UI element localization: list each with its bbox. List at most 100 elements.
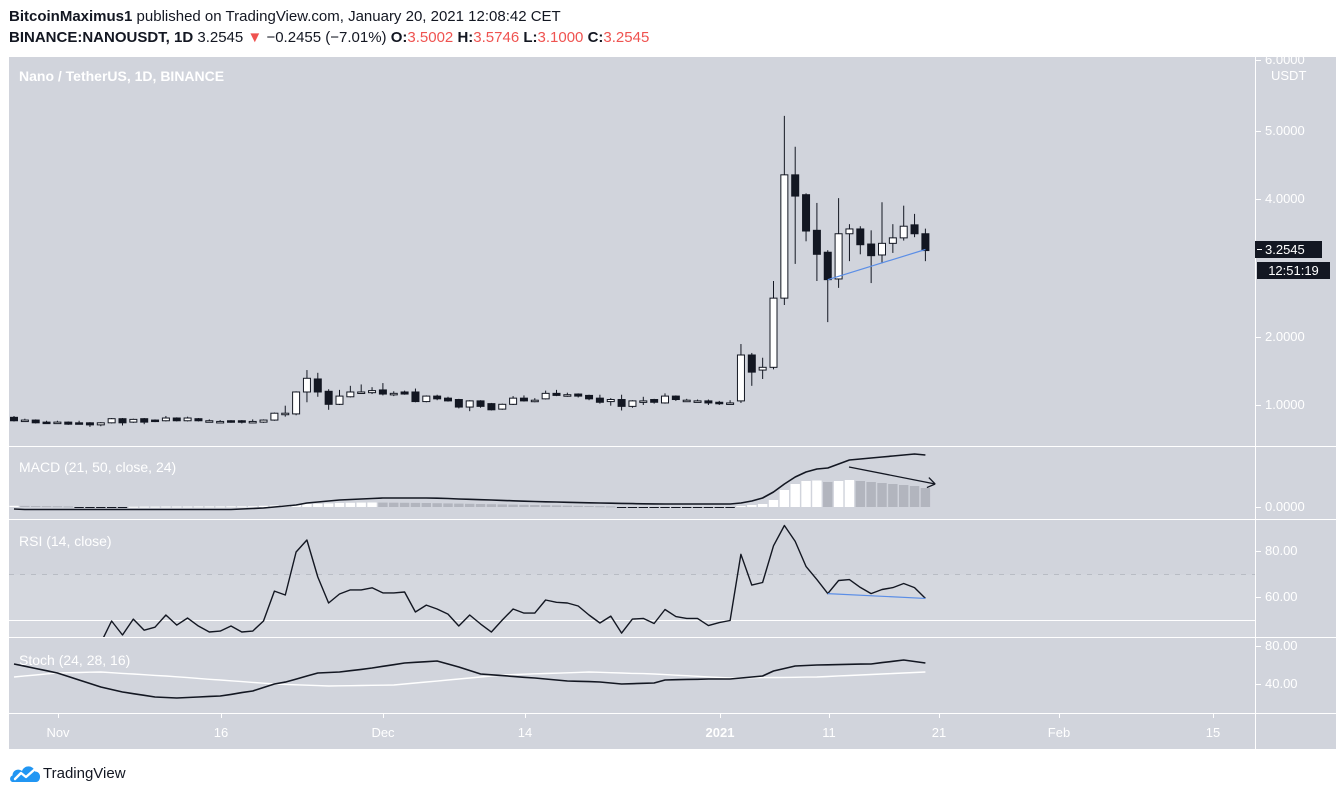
symbol-label: BINANCE:NANOUSDT, 1D: [9, 29, 194, 46]
chart-plot-area[interactable]: [9, 57, 1255, 713]
macd-histogram-bar: [692, 507, 703, 508]
macd-histogram-bar: [248, 506, 258, 508]
candle-body: [281, 412, 290, 416]
candle-body: [704, 400, 713, 404]
macd-histogram-bar: [638, 507, 648, 508]
candle-down: [411, 388, 420, 403]
rsi-pane: [9, 524, 1255, 637]
candle-up: [661, 393, 669, 404]
rsi-axis-label: 80.00: [1265, 543, 1298, 558]
candle-body: [888, 237, 897, 244]
symbol-info-bar: BINANCE:NANOUSDT, 1D 3.2545 ▼ −0.2455 (−…: [9, 29, 649, 47]
macd-histogram-bar: [237, 506, 247, 508]
candle-body: [335, 395, 344, 405]
macd-histogram-bar: [465, 503, 475, 507]
candle-body: [433, 395, 442, 400]
macd-histogram-bar: [475, 504, 486, 507]
candle-body: [758, 366, 767, 371]
macd-histogram-bar: [96, 507, 106, 508]
macd-histogram-bar: [909, 486, 920, 507]
candle-body: [899, 225, 908, 239]
trendline-annotation[interactable]: [827, 592, 926, 600]
pane-separator-rsi[interactable]: [9, 519, 1336, 520]
tradingview-wordmark: TradingView: [43, 764, 126, 782]
macd-histogram-bar: [725, 507, 735, 508]
candle-down: [10, 415, 18, 422]
rsi-line: [102, 524, 926, 637]
candle-body: [313, 378, 322, 393]
macd-histogram-bar: [540, 505, 551, 507]
candle-body: [769, 297, 778, 368]
candle-body: [487, 403, 496, 411]
macd-histogram-bar: [595, 506, 605, 508]
ohlc-open-label: O:: [390, 29, 408, 46]
tradingview-branding[interactable]: TradingView: [9, 763, 126, 783]
macd-histogram-bar: [660, 507, 670, 508]
candle-body: [10, 416, 18, 422]
candle-down: [867, 230, 876, 284]
candle-down: [42, 420, 51, 425]
pane-separator-macd[interactable]: [9, 446, 1336, 447]
candle-up: [302, 370, 311, 403]
candle-body: [227, 420, 235, 423]
macd-histogram-bar: [682, 507, 692, 508]
pane-separator-stoch[interactable]: [9, 637, 1336, 638]
price-tick: [1256, 60, 1261, 61]
macd-histogram-bar: [161, 506, 171, 508]
candle-body: [791, 174, 800, 197]
candle-body: [509, 397, 518, 405]
price-axis-unit: USDT: [1271, 68, 1307, 83]
author-link[interactable]: BitcoinMaximus1: [9, 8, 133, 25]
candle-body: [802, 194, 811, 232]
candle-up: [20, 418, 29, 423]
macd-histogram-bar: [497, 504, 507, 507]
arrow-annotation[interactable]: [848, 466, 936, 489]
macd-tick: [1256, 507, 1261, 508]
candle-down: [519, 395, 528, 402]
candle-body: [834, 233, 843, 280]
macd-histogram-bar: [508, 504, 518, 507]
macd-histogram-bar: [779, 490, 790, 507]
published-text: published on TradingView.com, January 20…: [136, 8, 561, 25]
macd-histogram-bar: [258, 505, 269, 507]
macd-histogram-bar: [844, 480, 855, 507]
trendline-annotation[interactable]: [827, 248, 926, 281]
candle-up: [183, 416, 192, 422]
candle-down: [140, 418, 149, 425]
candle-down: [921, 228, 930, 262]
candle-body: [595, 397, 604, 403]
candle-body: [661, 395, 669, 404]
macd-histogram-bar: [345, 502, 356, 507]
chart-container[interactable]: Nano / TetherUS, 1D, BINANCE MACD (21, 5…: [9, 57, 1336, 749]
candle-body: [736, 354, 745, 402]
candle-body: [118, 418, 127, 424]
macd-pane: [9, 453, 936, 511]
candle-up: [834, 198, 843, 288]
candle-body: [693, 400, 702, 403]
candle-body: [64, 421, 73, 425]
candle-down: [454, 398, 463, 409]
ohlc-low-value: 3.1000: [537, 29, 584, 46]
candle-body: [910, 224, 919, 235]
publish-info: BitcoinMaximus1 published on TradingView…: [9, 8, 561, 26]
time-axis-label: 14: [517, 725, 533, 740]
candle-down: [791, 146, 800, 264]
last-price-label: 3.2545: [1255, 241, 1322, 258]
macd-histogram-bar: [768, 500, 779, 507]
candle-body: [194, 418, 203, 422]
candle-body: [324, 390, 333, 405]
price-tick: [1256, 199, 1261, 200]
macd-histogram-bar: [920, 488, 931, 507]
candle-up: [845, 224, 854, 262]
candle-up: [899, 205, 908, 241]
stoch-k-line: [13, 659, 926, 699]
candle-body: [42, 421, 51, 425]
macd-histogram-bar: [606, 506, 616, 508]
candle-down: [595, 394, 604, 404]
candle-down: [487, 402, 496, 411]
ohlc-close: C:3.2545: [588, 29, 650, 46]
candle-down: [476, 400, 485, 408]
candle-down: [237, 420, 246, 424]
ohlc-open-value: 3.5002: [407, 29, 454, 46]
candle-down: [910, 213, 919, 238]
